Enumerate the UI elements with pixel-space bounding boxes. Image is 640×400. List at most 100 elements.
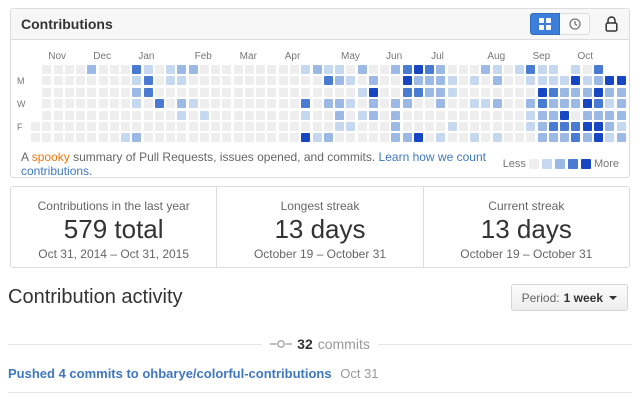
calendar-cell[interactable] <box>571 65 581 74</box>
calendar-cell[interactable] <box>335 99 345 109</box>
calendar-cell[interactable] <box>560 122 570 131</box>
calendar-cell[interactable] <box>548 99 558 109</box>
calendar-cell[interactable] <box>87 76 97 86</box>
calendar-cell[interactable] <box>413 87 423 97</box>
calendar-cell[interactable] <box>346 65 356 74</box>
calendar-cell[interactable] <box>323 99 333 109</box>
calendar-cell[interactable] <box>98 76 108 86</box>
calendar-cell[interactable] <box>425 99 435 109</box>
calendar-cell[interactable] <box>425 87 435 97</box>
calendar-cell[interactable] <box>109 76 119 86</box>
calendar-cell[interactable] <box>177 110 187 120</box>
calendar-cell[interactable] <box>323 76 333 86</box>
calendar-cell[interactable] <box>470 65 480 74</box>
calendar-cell[interactable] <box>278 76 288 86</box>
calendar-cell[interactable] <box>98 99 108 109</box>
calendar-cell[interactable] <box>222 122 232 131</box>
calendar-cell[interactable] <box>515 87 525 97</box>
calendar-cell[interactable] <box>256 133 266 143</box>
calendar-cell[interactable] <box>267 65 277 74</box>
calendar-cell[interactable] <box>42 99 52 109</box>
calendar-cell[interactable] <box>256 87 266 97</box>
calendar-cell[interactable] <box>582 87 592 97</box>
calendar-cell[interactable] <box>492 99 502 109</box>
calendar-cell[interactable] <box>233 110 243 120</box>
calendar-cell[interactable] <box>76 99 86 109</box>
calendar-cell[interactable] <box>199 87 209 97</box>
calendar-cell[interactable] <box>289 99 299 109</box>
calendar-cell[interactable] <box>233 65 243 74</box>
calendar-cell[interactable] <box>616 87 626 97</box>
calendar-cell[interactable] <box>481 76 491 86</box>
calendar-cell[interactable] <box>109 133 119 143</box>
calendar-cell[interactable] <box>413 110 423 120</box>
calendar-cell[interactable] <box>537 65 547 74</box>
timeline-view-button[interactable] <box>560 13 590 35</box>
calendar-cell[interactable] <box>143 122 153 131</box>
calendar-cell[interactable] <box>278 65 288 74</box>
calendar-cell[interactable] <box>447 87 457 97</box>
calendar-cell[interactable] <box>222 133 232 143</box>
calendar-cell[interactable] <box>154 122 164 131</box>
calendar-cell[interactable] <box>605 133 615 143</box>
calendar-cell[interactable] <box>278 122 288 131</box>
calendar-cell[interactable] <box>233 87 243 97</box>
calendar-cell[interactable] <box>64 99 74 109</box>
calendar-cell[interactable] <box>470 99 480 109</box>
calendar-cell[interactable] <box>368 122 378 131</box>
calendar-cell[interactable] <box>256 76 266 86</box>
calendar-cell[interactable] <box>177 122 187 131</box>
calendar-cell[interactable] <box>301 122 311 131</box>
calendar-cell[interactable] <box>357 133 367 143</box>
calendar-cell[interactable] <box>515 133 525 143</box>
calendar-cell[interactable] <box>470 87 480 97</box>
calendar-cell[interactable] <box>121 76 131 86</box>
calendar-cell[interactable] <box>616 122 626 131</box>
calendar-cell[interactable] <box>211 133 221 143</box>
calendar-cell[interactable] <box>458 122 468 131</box>
calendar-cell[interactable] <box>53 122 63 131</box>
calendar-cell[interactable] <box>76 122 86 131</box>
calendar-cell[interactable] <box>503 133 513 143</box>
calendar-cell[interactable] <box>413 133 423 143</box>
calendar-cell[interactable] <box>582 133 592 143</box>
calendar-cell[interactable] <box>503 110 513 120</box>
calendar-cell[interactable] <box>515 99 525 109</box>
calendar-cell[interactable] <box>605 87 615 97</box>
calendar-cell[interactable] <box>368 87 378 97</box>
calendar-cell[interactable] <box>335 133 345 143</box>
calendar-cell[interactable] <box>357 122 367 131</box>
calendar-cell[interactable] <box>402 133 412 143</box>
calendar-cell[interactable] <box>87 133 97 143</box>
calendar-cell[interactable] <box>64 122 74 131</box>
calendar-cell[interactable] <box>481 87 491 97</box>
calendar-cell[interactable] <box>312 65 322 74</box>
calendar-cell[interactable] <box>132 87 142 97</box>
calendar-cell[interactable] <box>447 133 457 143</box>
calendar-cell[interactable] <box>548 87 558 97</box>
calendar-cell[interactable] <box>211 122 221 131</box>
calendar-cell[interactable] <box>53 76 63 86</box>
calendar-cell[interactable] <box>166 110 176 120</box>
calendar-cell[interactable] <box>301 76 311 86</box>
calendar-cell[interactable] <box>402 110 412 120</box>
calendar-cell[interactable] <box>222 110 232 120</box>
calendar-cell[interactable] <box>289 87 299 97</box>
calendar-cell[interactable] <box>244 87 254 97</box>
calendar-cell[interactable] <box>188 76 198 86</box>
calendar-cell[interactable] <box>109 87 119 97</box>
calendar-cell[interactable] <box>357 110 367 120</box>
calendar-cell[interactable] <box>560 110 570 120</box>
calendar-cell[interactable] <box>289 122 299 131</box>
calendar-cell[interactable] <box>515 76 525 86</box>
calendar-cell[interactable] <box>537 133 547 143</box>
calendar-cell[interactable] <box>42 110 52 120</box>
calendar-cell[interactable] <box>244 76 254 86</box>
calendar-cell[interactable] <box>42 87 52 97</box>
calendar-cell[interactable] <box>53 99 63 109</box>
calendar-cell[interactable] <box>503 65 513 74</box>
calendar-cell[interactable] <box>154 110 164 120</box>
calendar-cell[interactable] <box>346 110 356 120</box>
calendar-cell[interactable] <box>177 133 187 143</box>
calendar-cell[interactable] <box>380 87 390 97</box>
